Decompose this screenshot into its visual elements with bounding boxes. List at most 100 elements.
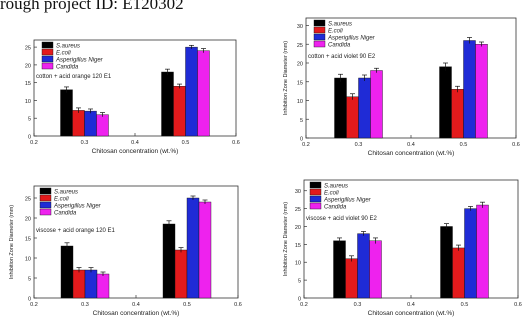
bar-e-coli — [174, 249, 188, 299]
bar-e-coli — [451, 89, 464, 139]
bar-asperigillus-niger — [84, 269, 98, 299]
legend-label: Asperigillus Niger — [323, 197, 372, 203]
bar-s-aureus — [333, 240, 346, 299]
legend-label: S.aureus — [56, 43, 80, 49]
y-axis-label: Inhibition Zone Diameter (mm) — [9, 205, 15, 279]
x-axis-label: Chitosan concentration (wt.%) — [92, 148, 179, 155]
x-tick-label: 0.4 — [407, 302, 415, 308]
bar-s-aureus — [60, 245, 74, 299]
bar-asperigillus-niger — [185, 46, 198, 137]
bar-candida — [96, 114, 109, 137]
y-tick-label: 0 — [300, 137, 303, 143]
y-axis-label: Inhibition Zone Diameter (mm) — [283, 202, 289, 276]
x-tick-label: 0.4 — [131, 140, 139, 146]
x-tick-label: 0.5 — [182, 140, 190, 146]
legend-swatch — [313, 40, 326, 48]
x-tick-label: 0.5 — [460, 142, 468, 148]
bar-candida — [370, 70, 383, 139]
y-tick-label: 0 — [28, 297, 31, 303]
panel-annotation: cotton + acid orange 120 E1 — [36, 74, 112, 80]
y-tick-label: 0 — [298, 297, 301, 303]
x-axis-label: Chitosan concentration (wt.%) — [93, 310, 180, 317]
bar-asperigillus-niger — [357, 233, 370, 299]
y-tick-label: 15 — [297, 80, 303, 86]
legend-label: E.coli — [324, 190, 339, 196]
y-tick-label: 10 — [25, 257, 31, 263]
x-tick-label: 0.2 — [30, 140, 38, 146]
x-tick-label: 0.6 — [232, 140, 240, 146]
x-tick-label: 0.6 — [514, 302, 522, 308]
bar-asperigillus-niger — [186, 197, 200, 299]
bar-candida — [96, 273, 110, 299]
bar-e-coli — [452, 247, 465, 299]
bar-candida — [198, 201, 212, 299]
bar-s-aureus — [161, 71, 174, 137]
legend-label: S.aureus — [324, 183, 348, 189]
legend-label: Candida — [56, 64, 79, 70]
y-tick-label: 30 — [297, 24, 303, 30]
y-tick-label: 0 — [28, 135, 31, 141]
y-tick-label: 10 — [25, 99, 31, 105]
legend-label: S.aureus — [328, 21, 352, 27]
bar-e-coli — [346, 96, 359, 139]
legend-swatch — [39, 194, 52, 202]
y-tick-label: 20 — [25, 63, 31, 69]
legend-label: E.coli — [328, 28, 343, 34]
legend-swatch — [39, 208, 52, 216]
x-tick-label: 0.3 — [355, 142, 363, 148]
bar-s-aureus — [334, 77, 347, 139]
y-tick-label: 25 — [25, 197, 31, 203]
chart-panel-viscose-violet: 0 5 10 15 20 25 30 0.2 0.3 0.4 0.5 0.6 Chitosan conc… — [283, 179, 522, 317]
bar-e-coli — [345, 258, 358, 299]
legend-label: Asperigillus Niger — [327, 35, 376, 41]
bar-e-coli — [72, 110, 85, 137]
x-tick-label: 0.2 — [300, 302, 308, 308]
panel-annotation: viscose + acid violet 90 E2 — [306, 216, 378, 222]
y-tick-label: 15 — [25, 81, 31, 87]
bar-e-coli — [72, 269, 86, 299]
x-axis-label: Chitosan concentration (wt.%) — [368, 310, 455, 317]
bar-asperigillus-niger — [358, 77, 371, 139]
legend-swatch — [41, 41, 54, 49]
y-tick-label: 15 — [25, 237, 31, 243]
bar-asperigillus-niger — [463, 40, 476, 139]
bar-s-aureus — [439, 66, 452, 139]
y-tick-label: 20 — [295, 225, 301, 231]
legend-swatch — [309, 202, 322, 210]
bar-candida — [476, 204, 489, 299]
bar-asperigillus-niger — [464, 208, 477, 299]
x-tick-label: 0.3 — [354, 302, 362, 308]
bar-candida — [475, 44, 488, 139]
legend-label: Candida — [324, 204, 347, 210]
y-axis-label: Inhibition Zone Diameter (mm) — [283, 41, 289, 115]
chart-panel-cotton-violet: 0 5 10 15 20 25 30 0.2 0.3 0.4 0.5 0.6 Chitosan conc… — [283, 17, 520, 157]
y-tick-label: 10 — [297, 99, 303, 105]
legend-label: Candida — [54, 210, 77, 216]
y-tick-label: 25 — [297, 43, 303, 49]
legend-swatch — [313, 33, 326, 41]
legend-swatch — [41, 55, 54, 63]
bar-s-aureus — [162, 223, 176, 299]
bar-asperigillus-niger — [84, 110, 97, 137]
y-tick-label: 5 — [28, 277, 31, 283]
legend-label: E.coli — [54, 196, 69, 202]
y-tick-label: 25 — [295, 207, 301, 213]
x-axis-label: Chitosan concentration (wt.%) — [368, 150, 455, 157]
chart-panel-viscose-orange: 0 5 10 15 20 25 0.2 0.3 0.4 0.5 0.6 Chitosan concen… — [9, 185, 242, 317]
y-tick-label: 5 — [28, 117, 31, 123]
legend-swatch — [309, 181, 322, 189]
bar-s-aureus — [60, 89, 73, 137]
legend-swatch — [41, 48, 54, 56]
x-tick-label: 0.3 — [81, 302, 89, 308]
y-tick-label: 10 — [295, 261, 301, 267]
y-tick-label: 20 — [297, 62, 303, 68]
legend-swatch — [39, 201, 52, 209]
legend-label: Asperigillus Niger — [53, 203, 102, 209]
bar-s-aureus — [440, 226, 453, 299]
x-tick-label: 0.4 — [132, 302, 140, 308]
legend-label: E.coli — [56, 50, 71, 56]
x-tick-label: 0.6 — [234, 302, 242, 308]
legend-label: S.aureus — [54, 189, 78, 195]
legend-swatch — [41, 62, 54, 70]
legend-swatch — [39, 187, 52, 195]
